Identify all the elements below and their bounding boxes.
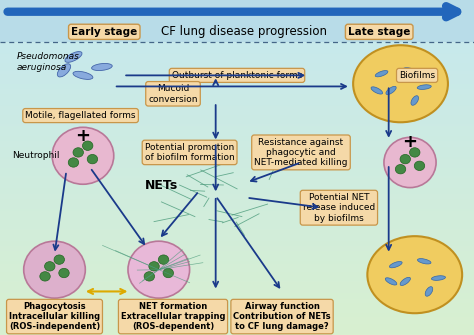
Text: Neutrophil: Neutrophil	[12, 151, 59, 160]
Ellipse shape	[395, 164, 406, 174]
Ellipse shape	[425, 287, 433, 296]
Ellipse shape	[24, 241, 85, 298]
Ellipse shape	[431, 276, 446, 280]
Ellipse shape	[385, 278, 397, 285]
Ellipse shape	[52, 127, 114, 184]
Text: Mucoid
conversion: Mucoid conversion	[148, 84, 198, 104]
Ellipse shape	[367, 236, 462, 313]
Ellipse shape	[414, 161, 425, 171]
Ellipse shape	[45, 262, 55, 271]
Ellipse shape	[82, 141, 93, 150]
Text: Motile, flagellated forms: Motile, flagellated forms	[25, 111, 136, 120]
Text: Potential promotion
of biofilm formation: Potential promotion of biofilm formation	[145, 143, 235, 162]
Ellipse shape	[386, 86, 396, 94]
Text: Airway function
Contribution of NETs
to CF lung damage?: Airway function Contribution of NETs to …	[233, 302, 331, 331]
Ellipse shape	[353, 45, 448, 122]
Ellipse shape	[384, 137, 436, 188]
Text: Resistance against
phagocytic and
NET-mediated killing: Resistance against phagocytic and NET-me…	[254, 138, 348, 167]
Ellipse shape	[91, 63, 112, 71]
Text: Late stage: Late stage	[348, 27, 410, 37]
Ellipse shape	[418, 259, 431, 264]
Ellipse shape	[417, 85, 431, 89]
Ellipse shape	[400, 154, 410, 164]
Bar	[0, 0, 474, 42]
Text: Phagocytosis
Intracellular killing
(ROS-independent): Phagocytosis Intracellular killing (ROS-…	[9, 302, 100, 331]
Ellipse shape	[375, 71, 388, 77]
Ellipse shape	[144, 272, 155, 281]
Text: Pseudomonas
aeruginosa: Pseudomonas aeruginosa	[17, 52, 80, 72]
Text: +: +	[402, 133, 418, 151]
Text: CF lung disease progression: CF lung disease progression	[161, 25, 327, 38]
Ellipse shape	[68, 158, 79, 167]
Ellipse shape	[128, 241, 190, 298]
Ellipse shape	[87, 154, 98, 164]
Ellipse shape	[73, 148, 83, 157]
Ellipse shape	[149, 262, 159, 271]
Ellipse shape	[371, 87, 383, 94]
Text: +: +	[75, 127, 91, 145]
Text: Outburst of planktonic forms: Outburst of planktonic forms	[172, 71, 302, 80]
Ellipse shape	[59, 268, 69, 278]
Ellipse shape	[163, 268, 173, 278]
Ellipse shape	[400, 277, 410, 285]
Ellipse shape	[390, 262, 402, 268]
Ellipse shape	[403, 68, 417, 73]
Text: Biofilms: Biofilms	[399, 71, 435, 80]
Ellipse shape	[65, 52, 82, 62]
Text: NET formation
Extracellular trapping
(ROS-dependent): NET formation Extracellular trapping (RO…	[121, 302, 225, 331]
Text: Potential NET
release induced
by biofilms: Potential NET release induced by biofilm…	[303, 193, 375, 222]
Ellipse shape	[410, 148, 420, 157]
Ellipse shape	[73, 71, 93, 79]
Text: Early stage: Early stage	[71, 27, 137, 37]
Ellipse shape	[158, 255, 169, 264]
Ellipse shape	[411, 96, 419, 105]
Ellipse shape	[40, 272, 50, 281]
Text: NETs: NETs	[145, 180, 178, 192]
Ellipse shape	[57, 64, 71, 77]
Ellipse shape	[54, 255, 64, 264]
